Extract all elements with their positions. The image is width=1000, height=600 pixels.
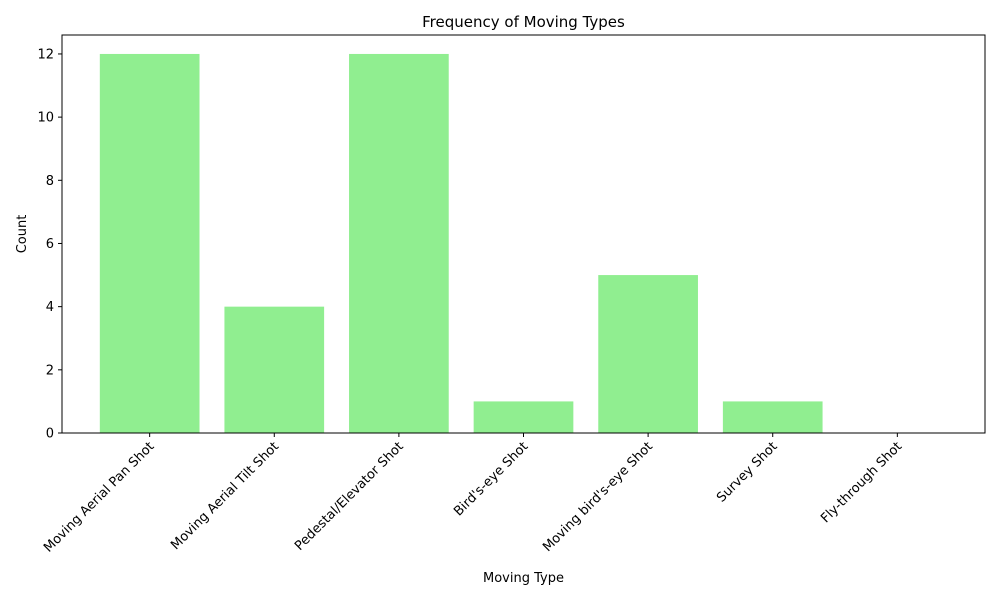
bar <box>722 401 823 433</box>
x-axis-title: Moving Type <box>483 571 564 586</box>
x-tick-label: Fly-through Shot <box>818 439 905 526</box>
bars-group <box>99 53 823 433</box>
y-tick-label: 2 <box>46 363 54 378</box>
bar <box>598 275 698 433</box>
x-tick-label: Moving bird's-eye Shot <box>540 439 656 555</box>
y-tick-label: 6 <box>46 237 54 252</box>
y-tick-label: 12 <box>37 47 54 62</box>
y-tick-label: 0 <box>46 427 54 442</box>
x-tick-label: Pedestal/Elevator Shot <box>292 439 407 554</box>
bar <box>473 401 574 433</box>
y-tick-label: 4 <box>46 300 54 315</box>
y-axis-title: Count <box>15 215 30 254</box>
y-axis: 0 2 4 6 8 10 12 <box>37 47 62 442</box>
bar <box>99 53 200 433</box>
x-tick-label: Moving Aerial Tilt Shot <box>168 439 282 553</box>
y-tick-label: 10 <box>37 111 54 126</box>
x-tick-label: Moving Aerial Pan Shot <box>41 439 157 555</box>
x-axis: Moving Aerial Pan Shot Moving Aerial Tilt… <box>41 433 905 556</box>
y-tick-label: 8 <box>46 174 54 189</box>
plot-frame <box>61 34 986 434</box>
chart-title: Frequency of Moving Types <box>422 13 625 31</box>
bar <box>224 306 325 433</box>
x-tick-label: Survey Shot <box>714 439 780 505</box>
x-tick-label: Bird's-eye Shot <box>451 439 531 519</box>
bar <box>349 53 449 433</box>
